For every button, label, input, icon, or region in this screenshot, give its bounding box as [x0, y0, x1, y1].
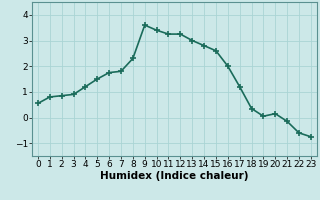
X-axis label: Humidex (Indice chaleur): Humidex (Indice chaleur) [100, 171, 249, 181]
